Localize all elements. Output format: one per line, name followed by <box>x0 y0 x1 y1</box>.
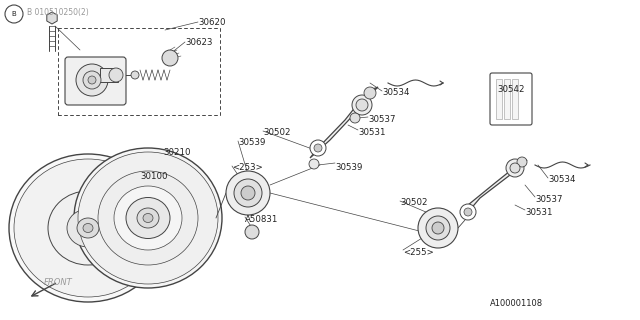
Text: B: B <box>12 11 17 17</box>
Text: 30534: 30534 <box>382 88 410 97</box>
Ellipse shape <box>78 152 218 284</box>
Ellipse shape <box>126 197 170 238</box>
Text: <255>: <255> <box>403 248 434 257</box>
Circle shape <box>432 222 444 234</box>
Text: 30542: 30542 <box>497 85 525 94</box>
Text: 30531: 30531 <box>525 208 552 217</box>
Bar <box>504 79 510 119</box>
Text: 30537: 30537 <box>368 115 396 124</box>
Circle shape <box>310 140 326 156</box>
Circle shape <box>510 163 520 173</box>
Polygon shape <box>47 12 57 24</box>
Ellipse shape <box>83 223 93 233</box>
Polygon shape <box>463 160 527 218</box>
Circle shape <box>356 99 368 111</box>
Ellipse shape <box>98 171 198 265</box>
FancyBboxPatch shape <box>490 73 532 125</box>
Circle shape <box>88 76 96 84</box>
Text: 30537: 30537 <box>535 195 563 204</box>
Circle shape <box>83 71 101 89</box>
Circle shape <box>460 204 476 220</box>
Circle shape <box>131 71 139 79</box>
Text: 30100: 30100 <box>140 172 168 181</box>
Circle shape <box>352 95 372 115</box>
Ellipse shape <box>74 148 222 288</box>
Text: 30210: 30210 <box>163 148 191 157</box>
Ellipse shape <box>114 186 182 250</box>
Text: A50831: A50831 <box>245 215 278 224</box>
Text: B 010510250(2): B 010510250(2) <box>27 8 89 17</box>
Text: 30539: 30539 <box>238 138 266 147</box>
Circle shape <box>309 159 319 169</box>
Ellipse shape <box>14 159 162 297</box>
Circle shape <box>517 157 527 167</box>
Circle shape <box>162 50 178 66</box>
Ellipse shape <box>137 208 159 228</box>
Text: <253>: <253> <box>232 163 263 172</box>
Circle shape <box>245 225 259 239</box>
Circle shape <box>109 68 123 82</box>
Circle shape <box>226 171 270 215</box>
Text: FRONT: FRONT <box>44 278 73 287</box>
Circle shape <box>364 87 376 99</box>
Text: 30502: 30502 <box>400 198 428 207</box>
Ellipse shape <box>67 209 109 247</box>
Text: 30539: 30539 <box>335 163 362 172</box>
Text: A100001108: A100001108 <box>490 299 543 308</box>
Circle shape <box>426 216 450 240</box>
Bar <box>496 79 502 119</box>
FancyBboxPatch shape <box>65 57 126 105</box>
Text: 30534: 30534 <box>548 175 575 184</box>
Ellipse shape <box>48 191 128 265</box>
Circle shape <box>506 159 524 177</box>
Text: 30623: 30623 <box>185 38 212 47</box>
Circle shape <box>76 64 108 96</box>
Circle shape <box>5 5 23 23</box>
Circle shape <box>418 208 458 248</box>
Circle shape <box>234 179 262 207</box>
Text: 30502: 30502 <box>263 128 291 137</box>
Polygon shape <box>310 87 378 158</box>
Text: 30531: 30531 <box>358 128 385 137</box>
Circle shape <box>241 186 255 200</box>
Circle shape <box>314 144 322 152</box>
Circle shape <box>464 208 472 216</box>
Ellipse shape <box>143 213 153 222</box>
Ellipse shape <box>77 218 99 238</box>
Ellipse shape <box>9 154 167 302</box>
Bar <box>512 79 518 119</box>
Circle shape <box>350 113 360 123</box>
Bar <box>100 68 118 82</box>
Text: 30620: 30620 <box>198 18 225 27</box>
